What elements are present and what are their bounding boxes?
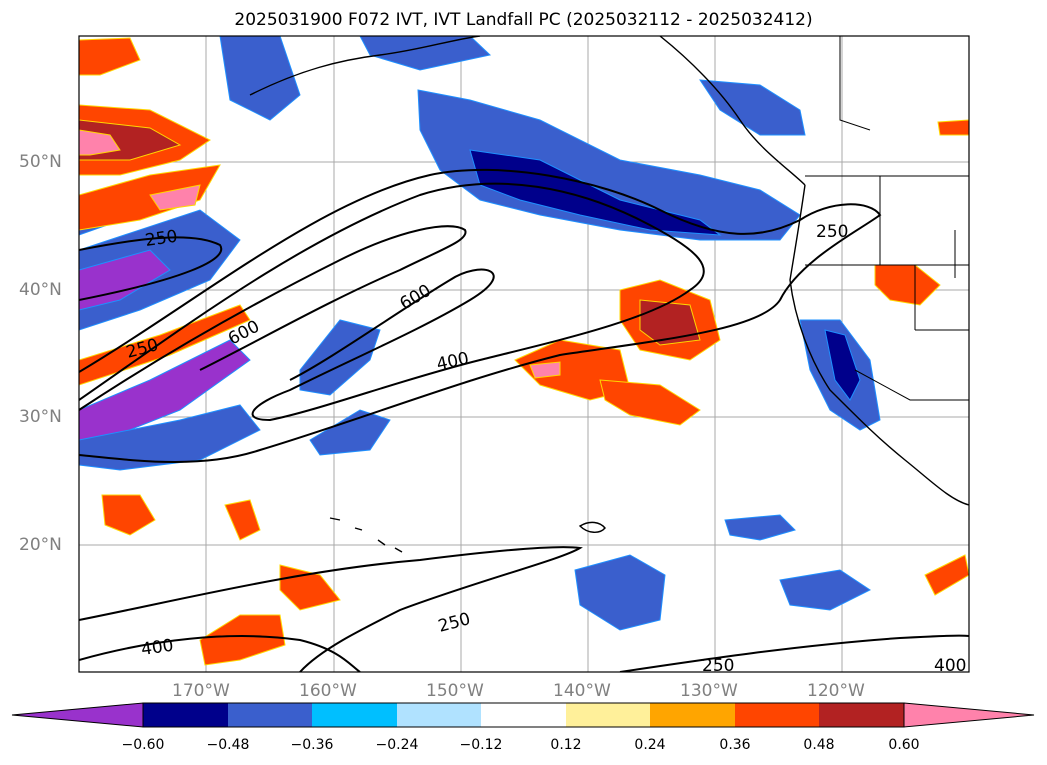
northwest-top-red [79, 37, 141, 76]
contour-label: 250 [144, 227, 179, 251]
colorbar-extend-low [11, 702, 144, 728]
contour-400-south [79, 635, 361, 672]
gulf-alaska-blue [359, 36, 492, 71]
subtropical-red-mid [224, 499, 261, 541]
mid-latitude-red-streak [79, 304, 251, 386]
ne-pacific-blue-band [417, 89, 801, 241]
northwest-pink-core [79, 129, 121, 156]
contour-250-south [79, 546, 583, 672]
contour-400 [79, 182, 705, 422]
lat-label: 30°N [19, 407, 62, 427]
lon-label: 120°W [807, 681, 865, 701]
central-pacific-pink [529, 361, 561, 379]
colorbar-tick-label: 0.48 [803, 737, 835, 753]
subtropical-red-west [101, 494, 156, 536]
map-title: 2025031900 F072 IVT, IVT Landfall PC (20… [234, 10, 813, 30]
subtropical-red-east [924, 554, 969, 596]
colorbar-segment [397, 703, 481, 727]
subtropical-red-south [199, 614, 286, 666]
california-navy-core [824, 329, 861, 401]
colorbar-tick-label: 0.12 [550, 737, 582, 753]
colorbar [11, 702, 1035, 728]
colorbar-tick-label: −0.36 [290, 737, 334, 753]
lon-label: 130°W [680, 681, 738, 701]
southwest-blue-band [79, 404, 261, 471]
colorbar-segment [312, 703, 397, 727]
colorbar-frame [142, 702, 905, 728]
map-frame [78, 35, 970, 673]
ne-pacific-navy-core [469, 149, 722, 236]
subtropical-blue-2 [779, 569, 871, 611]
ivt-contours [79, 168, 969, 672]
contour-label: 400 [435, 349, 471, 375]
hawaii-islands [329, 517, 403, 553]
bc-coast-blue [699, 79, 806, 136]
colorbar-segment [566, 703, 650, 727]
positive-pc-regions [79, 37, 969, 666]
negative-pc-regions [79, 36, 881, 631]
lat-label: 40°N [19, 280, 62, 300]
colorbar-segment [735, 703, 819, 727]
colorbar-tick-label: −0.24 [375, 737, 419, 753]
contour-250-southeast [619, 634, 969, 672]
nevada-red [874, 264, 941, 306]
southwest-purple-band [79, 339, 251, 451]
contour-label: 400 [140, 636, 175, 660]
lon-label: 140°W [553, 681, 611, 701]
bc-coast [659, 36, 806, 186]
map-area: 250 600 250 600 400 250 250 400 250 400 [79, 36, 969, 676]
central-pacific-red-3 [599, 379, 701, 426]
us-west-coast [789, 184, 969, 506]
borders [805, 36, 969, 401]
colorbar-segment [650, 703, 735, 727]
colorbar-segment [481, 703, 566, 727]
subtropical-blue [574, 554, 666, 631]
central-pacific-darkred [639, 299, 701, 346]
colorbar-tick-label: −0.60 [121, 737, 165, 753]
colorbar-tick-label: 0.24 [634, 737, 666, 753]
contour-label: 250 [702, 656, 734, 676]
colorbar-extend-high [903, 702, 1035, 728]
lat-label: 50°N [19, 152, 62, 172]
contour-label: 400 [934, 656, 966, 676]
west-red-streak-upper [79, 164, 221, 231]
colorbar-tick-label: −0.12 [459, 737, 503, 753]
lon-label: 160°W [299, 681, 357, 701]
aleutian-blue [219, 36, 301, 121]
hawaii-big-island [578, 521, 606, 533]
contour-250-west [79, 236, 223, 301]
lon-label: 150°W [426, 681, 484, 701]
colorbar-segment [228, 703, 312, 727]
colorbar-tick-label: 0.60 [888, 737, 920, 753]
contour-600 [79, 225, 467, 411]
subtropical-red-south-2 [279, 564, 341, 611]
colorbar-segment [143, 703, 228, 727]
colorbar-tick-label: 0.36 [719, 737, 751, 753]
west-pink-streak [149, 184, 201, 211]
lat-label: 20°N [19, 535, 62, 555]
far-northeast-red [937, 119, 969, 136]
coastlines [249, 36, 969, 553]
mid-pacific-blue-streak-2 [309, 409, 391, 456]
contour-label: 250 [436, 609, 473, 637]
lon-label: 170°W [172, 681, 230, 701]
mid-pacific-blue-streak [299, 319, 381, 396]
colorbar-tick-label: −0.48 [206, 737, 250, 753]
alaska-coast [249, 36, 481, 96]
contour-label: 250 [816, 222, 848, 242]
colorbar-segment [819, 703, 904, 727]
tropical-blue-east [724, 514, 796, 541]
